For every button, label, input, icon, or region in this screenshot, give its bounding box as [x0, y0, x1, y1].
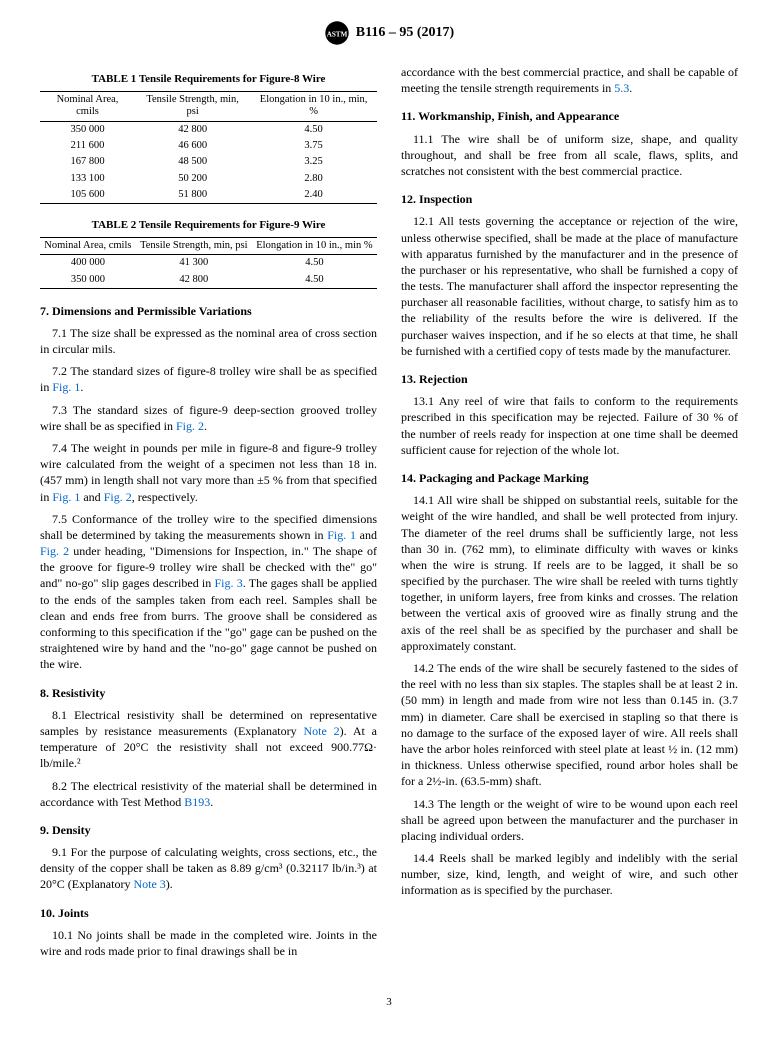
table-row: 400 00041 3004.50 — [40, 255, 377, 272]
table-row: 105 60051 8002.40 — [40, 187, 377, 204]
section-7-title: 7. Dimensions and Permissible Variations — [40, 303, 377, 319]
para-14-2: 14.2 The ends of the wire shall be secur… — [401, 660, 738, 790]
section-11-title: 11. Workmanship, Finish, and Appearance — [401, 108, 738, 124]
para-8-1: 8.1 Electrical resistivity shall be dete… — [40, 707, 377, 772]
section-14-title: 14. Packaging and Package Marking — [401, 470, 738, 486]
table2-col1: Tensile Strength, min, psi — [136, 237, 252, 255]
section-13-title: 13. Rejection — [401, 371, 738, 387]
para-10-1-left: 10.1 No joints shall be made in the comp… — [40, 927, 377, 959]
b193-ref[interactable]: B193 — [184, 795, 210, 809]
table-row: 350 00042 8004.50 — [40, 122, 377, 139]
para-9-1: 9.1 For the purpose of calculating weigh… — [40, 844, 377, 893]
table-row: 211 60046 6003.75 — [40, 138, 377, 154]
right-column: accordance with the best commercial prac… — [401, 64, 738, 965]
astm-logo-icon: ASTM — [324, 20, 350, 46]
svg-text:ASTM: ASTM — [327, 30, 348, 38]
section-8-title: 8. Resistivity — [40, 685, 377, 701]
fig2-ref[interactable]: Fig. 2 — [40, 544, 69, 558]
para-7-5: 7.5 Conformance of the trolley wire to t… — [40, 511, 377, 673]
table-row: 167 80048 5003.25 — [40, 154, 377, 170]
left-column: TABLE 1 Tensile Requirements for Figure-… — [40, 64, 377, 965]
table-row: 133 10050 2002.80 — [40, 171, 377, 187]
section-10-title: 10. Joints — [40, 905, 377, 921]
para-7-1: 7.1 The size shall be expressed as the n… — [40, 325, 377, 357]
page-header: ASTM B116 – 95 (2017) — [40, 20, 738, 46]
fig1-ref[interactable]: Fig. 1 — [52, 380, 80, 394]
para-10-1-right: accordance with the best commercial prac… — [401, 64, 738, 96]
table1-col1: Tensile Strength, min, psi — [135, 91, 250, 121]
table2-col2: Elongation in 10 in., min % — [252, 237, 377, 255]
table1-caption: TABLE 1 Tensile Requirements for Figure-… — [40, 72, 377, 87]
table2: Nominal Area, cmils Tensile Strength, mi… — [40, 237, 377, 289]
table2-caption: TABLE 2 Tensile Requirements for Figure-… — [40, 218, 377, 233]
sec5-3-ref[interactable]: 5.3 — [614, 81, 629, 95]
para-8-2: 8.2 The electrical resistivity of the ma… — [40, 778, 377, 810]
section-9-title: 9. Density — [40, 822, 377, 838]
para-14-1: 14.1 All wire shall be shipped on substa… — [401, 492, 738, 654]
fig3-ref[interactable]: Fig. 3 — [215, 576, 243, 590]
para-14-3: 14.3 The length or the weight of wire to… — [401, 796, 738, 845]
designation: B116 – 95 (2017) — [356, 24, 454, 43]
table1-col0: Nominal Area, cmils — [40, 91, 135, 121]
fig2-ref[interactable]: Fig. 2 — [176, 419, 204, 433]
fig1-ref[interactable]: Fig. 1 — [327, 528, 356, 542]
para-7-2: 7.2 The standard sizes of figure-8 troll… — [40, 363, 377, 395]
para-14-4: 14.4 Reels shall be marked legibly and i… — [401, 850, 738, 899]
para-7-3: 7.3 The standard sizes of figure-9 deep-… — [40, 402, 377, 434]
para-13-1: 13.1 Any reel of wire that fails to conf… — [401, 393, 738, 458]
table2-col0: Nominal Area, cmils — [40, 237, 136, 255]
section-12-title: 12. Inspection — [401, 191, 738, 207]
page-number: 3 — [40, 995, 738, 1010]
note3-ref[interactable]: Note 3 — [133, 877, 165, 891]
fig2-ref[interactable]: Fig. 2 — [104, 490, 132, 504]
para-11-1: 11.1 The wire shall be of uniform size, … — [401, 131, 738, 180]
note2-ref[interactable]: Note 2 — [303, 724, 339, 738]
para-12-1: 12.1 All tests governing the acceptance … — [401, 213, 738, 359]
para-7-4: 7.4 The weight in pounds per mile in fig… — [40, 440, 377, 505]
table1-col2: Elongation in 10 in., min, % — [250, 91, 377, 121]
table1: Nominal Area, cmils Tensile Strength, mi… — [40, 91, 377, 204]
table-row: 350 00042 8004.50 — [40, 272, 377, 289]
fig1-ref[interactable]: Fig. 1 — [52, 490, 80, 504]
